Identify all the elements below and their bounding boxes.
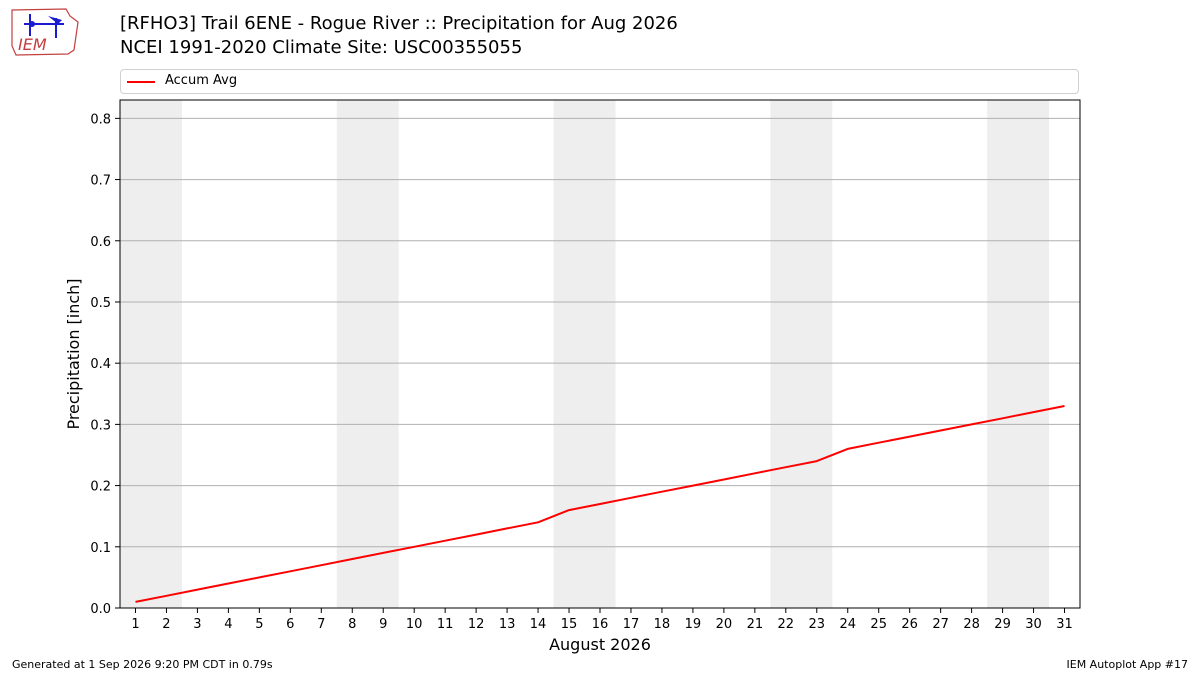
- x-tick-label: 11: [437, 617, 454, 632]
- x-tick-label: 10: [406, 617, 423, 632]
- logo-text: IEM: [18, 35, 47, 54]
- x-tick-label: 23: [809, 617, 826, 632]
- y-tick-label: 0.5: [90, 296, 111, 311]
- x-tick-label: 20: [716, 617, 733, 632]
- series-layer: [135, 405, 1065, 603]
- x-tick-label: 18: [654, 617, 671, 632]
- iem-logo: IEM: [11, 8, 79, 56]
- y-axis: 0.0 0.1 0.2 0.3 0.4 0.5 0.6 0.7 0.8: [90, 112, 120, 617]
- x-tick-label: 3: [193, 617, 201, 632]
- series-line-accum-avg: [135, 405, 1065, 603]
- y-axis-label: Precipitation [inch]: [64, 278, 83, 429]
- x-tick-label: 22: [778, 617, 795, 632]
- y-tick-label: 0.8: [90, 112, 111, 127]
- title-line-2: NCEI 1991-2020 Climate Site: USC00355055: [120, 37, 523, 58]
- footer-app: IEM Autoplot App #17: [1066, 658, 1189, 671]
- y-tick-label: 0.7: [90, 174, 111, 189]
- x-tick-label: 24: [839, 617, 856, 632]
- x-tick-label: 28: [963, 617, 980, 632]
- legend-swatch-accum-avg: [127, 81, 155, 83]
- x-tick-label: 26: [901, 617, 918, 632]
- x-tick-label: 4: [224, 617, 232, 632]
- x-tick-label: 9: [379, 617, 387, 632]
- y-tick-label: 0.4: [90, 357, 111, 372]
- x-tick-label: 16: [592, 617, 609, 632]
- x-tick-label: 14: [530, 617, 547, 632]
- weekend-band: [770, 100, 833, 608]
- x-tick-label: 17: [623, 617, 640, 632]
- y-tick-label: 0.2: [90, 480, 111, 495]
- x-axis: 1 2 3 4 5 6 7 8 9 10 11 12 13 14 15 16 17 18 19 20 21 22 23 24 2…: [131, 608, 1073, 632]
- x-tick-label: 2: [162, 617, 170, 632]
- y-tick-label: 0.3: [90, 418, 111, 433]
- x-tick-label: 27: [932, 617, 949, 632]
- y-tick-label: 0.6: [90, 235, 111, 250]
- x-tick-label: 15: [561, 617, 578, 632]
- x-axis-label: August 2026: [549, 635, 651, 654]
- title-line-1: [RFHO3] Trail 6ENE - Rogue River :: Prec…: [120, 13, 678, 34]
- x-tick-label: 19: [685, 617, 702, 632]
- x-tick-label: 1: [131, 617, 139, 632]
- weekend-band: [987, 100, 1050, 608]
- legend: Accum Avg: [120, 69, 1079, 94]
- x-tick-label: 5: [255, 617, 263, 632]
- weekend-band: [336, 100, 399, 608]
- x-tick-label: 29: [994, 617, 1011, 632]
- x-tick-label: 31: [1056, 617, 1073, 632]
- footer-generated: Generated at 1 Sep 2026 9:20 PM CDT in 0…: [12, 658, 273, 671]
- x-tick-label: 12: [468, 617, 485, 632]
- weekend-band: [120, 100, 182, 608]
- x-tick-label: 6: [286, 617, 294, 632]
- x-tick-label: 30: [1025, 617, 1042, 632]
- y-tick-label: 0.0: [90, 602, 111, 617]
- x-tick-label: 21: [747, 617, 764, 632]
- x-tick-label: 7: [317, 617, 325, 632]
- chart-title: [RFHO3] Trail 6ENE - Rogue River :: Prec…: [120, 12, 678, 60]
- x-tick-label: 8: [348, 617, 356, 632]
- weekend-bands: [120, 100, 1050, 608]
- legend-label-accum-avg: Accum Avg: [165, 73, 238, 88]
- y-tick-label: 0.1: [90, 541, 111, 556]
- x-tick-label: 25: [870, 617, 887, 632]
- x-tick-label: 13: [499, 617, 516, 632]
- weekend-band: [553, 100, 616, 608]
